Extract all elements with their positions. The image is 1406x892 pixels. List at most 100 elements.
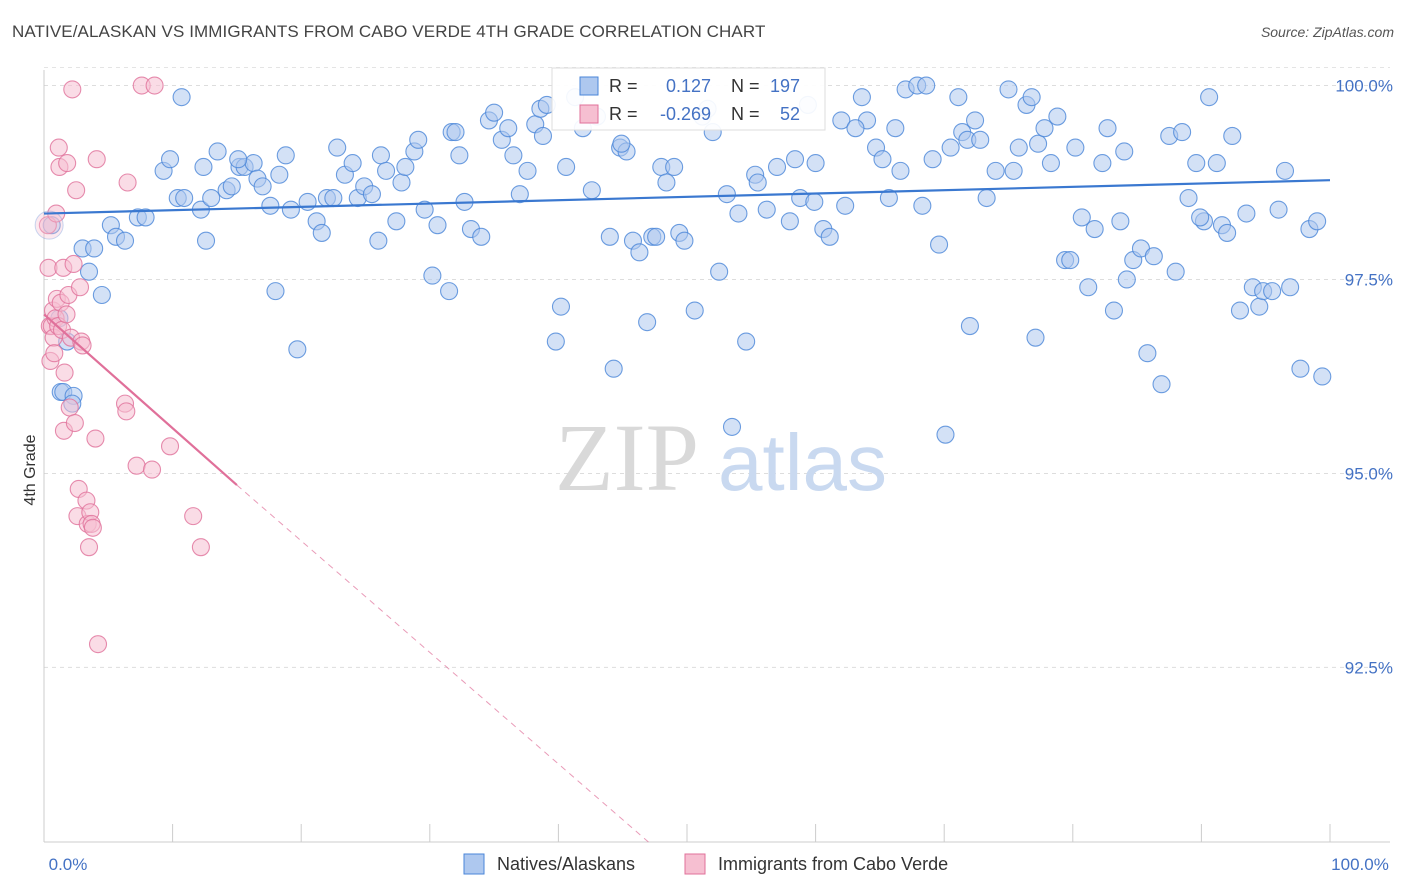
- native-point: [115, 231, 135, 250]
- native-point: [1104, 301, 1124, 320]
- caboverde-point: [117, 402, 136, 421]
- stats-r-value: -0.269: [660, 104, 711, 124]
- caboverde-point: [45, 344, 64, 363]
- native-point: [805, 192, 824, 211]
- bottom-legend: Natives/Alaskans Immigrants from Cabo Ver…: [463, 853, 948, 875]
- native-point: [917, 76, 936, 95]
- native-point: [879, 188, 898, 208]
- native-point: [485, 103, 504, 122]
- native-point: [977, 188, 996, 208]
- native-point: [387, 212, 406, 231]
- native-point: [450, 146, 469, 165]
- native-point: [1004, 161, 1023, 180]
- caboverde-point: [73, 336, 92, 355]
- native-point: [966, 111, 985, 130]
- native-point: [600, 227, 619, 246]
- native-point: [1207, 154, 1226, 173]
- native-point: [971, 130, 990, 149]
- native-point: [1275, 161, 1295, 180]
- watermark-zip: ZIP: [555, 404, 699, 511]
- native-point: [312, 223, 331, 242]
- native-point: [194, 157, 213, 177]
- native-point: [79, 262, 99, 281]
- stats-r-value: 0.127: [666, 76, 711, 96]
- native-point: [446, 123, 465, 142]
- cluster-point: [34, 210, 64, 240]
- native-point: [440, 282, 459, 301]
- native-point: [261, 196, 280, 215]
- native-point: [930, 235, 949, 254]
- native-point: [999, 80, 1018, 99]
- native-point: [722, 417, 742, 436]
- caboverde-point: [58, 154, 77, 173]
- watermark: ZIP atlas: [555, 404, 887, 511]
- native-point: [923, 150, 942, 169]
- native-point: [582, 181, 601, 200]
- native-point: [1237, 204, 1256, 223]
- native-point: [196, 231, 216, 250]
- stats-n-value: 52: [780, 104, 800, 124]
- native-point: [415, 200, 434, 219]
- native-point: [767, 157, 787, 177]
- native-point: [913, 196, 932, 215]
- native-point: [710, 262, 729, 281]
- native-point: [1166, 262, 1185, 281]
- native-point: [873, 150, 892, 169]
- stats-r-label: R =: [609, 76, 638, 96]
- native-point: [1144, 247, 1163, 266]
- native-point: [396, 157, 415, 177]
- source-label: Source: ZipAtlas.com: [1260, 24, 1394, 40]
- native-point: [1263, 282, 1282, 301]
- native-point: [1115, 142, 1134, 161]
- native-point: [362, 185, 381, 204]
- caboverde-point: [83, 518, 102, 537]
- native-point: [1152, 375, 1171, 394]
- y-tick-label: 97.5%: [1345, 270, 1393, 289]
- native-point: [1117, 270, 1136, 289]
- native-point: [266, 282, 285, 301]
- natives-trend-line: [43, 179, 1331, 215]
- native-point: [1138, 344, 1157, 363]
- native-point: [557, 157, 576, 177]
- native-point: [1072, 208, 1091, 227]
- native-point: [244, 154, 263, 173]
- native-point: [288, 340, 307, 359]
- native-point: [1098, 119, 1117, 138]
- native-point: [891, 161, 910, 180]
- native-point: [630, 243, 649, 262]
- native-point: [1250, 297, 1269, 316]
- caboverde-point: [145, 76, 164, 95]
- native-point: [685, 301, 704, 320]
- native-point: [647, 227, 666, 246]
- native-point: [665, 157, 684, 177]
- caboverde-point: [70, 278, 90, 297]
- native-point: [208, 142, 227, 161]
- native-point: [717, 185, 736, 204]
- native-point: [423, 266, 442, 285]
- native-point: [324, 188, 343, 208]
- native-point: [886, 119, 905, 138]
- caboverde-point: [87, 150, 106, 169]
- native-point: [518, 161, 537, 180]
- x-tick-label: 0.0%: [49, 855, 88, 874]
- caboverde-point: [65, 413, 84, 433]
- y-tick-label: 100.0%: [1335, 77, 1393, 96]
- native-point: [949, 88, 968, 107]
- native-point: [377, 161, 396, 180]
- native-point: [960, 316, 979, 336]
- native-point: [1191, 208, 1210, 227]
- native-point: [428, 216, 447, 235]
- native-point: [1281, 278, 1300, 297]
- caboverde-point: [67, 181, 86, 200]
- native-point: [160, 150, 180, 169]
- native-point: [729, 204, 748, 223]
- native-point: [504, 146, 523, 165]
- native-point: [499, 119, 518, 138]
- native-point: [657, 173, 676, 192]
- legend-label: Immigrants from Cabo Verde: [718, 854, 948, 874]
- caboverde-point: [60, 398, 79, 417]
- native-point: [533, 126, 553, 145]
- caboverde-point: [49, 138, 68, 157]
- caboverde-point: [55, 363, 74, 382]
- caboverde-point: [184, 507, 203, 526]
